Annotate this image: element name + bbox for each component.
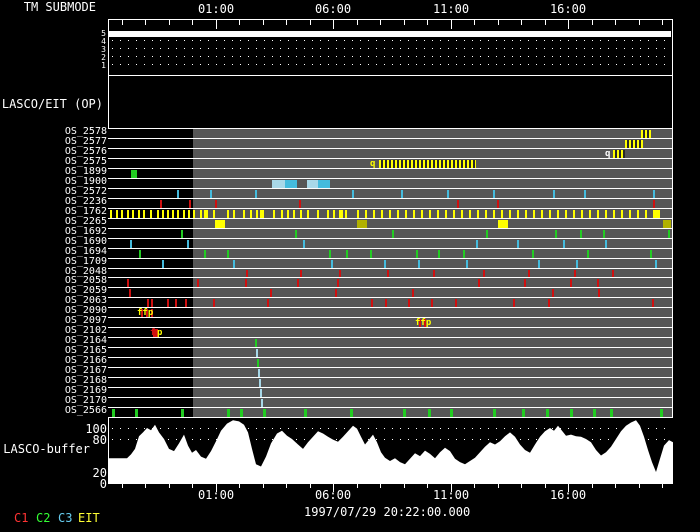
footer: 1997/07/29 20:22:00.000 C1 C2 C3 EIT — [0, 0, 700, 532]
lasco-planning-window: 01:0006:0011:0016:00 TM SUBMODE 54321 LA… — [0, 0, 700, 532]
legend-item-eit: EIT — [78, 511, 100, 525]
plot-timestamp: 1997/07/29 20:22:00.000 — [304, 505, 470, 519]
legend-item-c1: C1 — [14, 511, 28, 525]
legend-item-c3: C3 — [58, 511, 72, 525]
legend-item-c2: C2 — [36, 511, 50, 525]
